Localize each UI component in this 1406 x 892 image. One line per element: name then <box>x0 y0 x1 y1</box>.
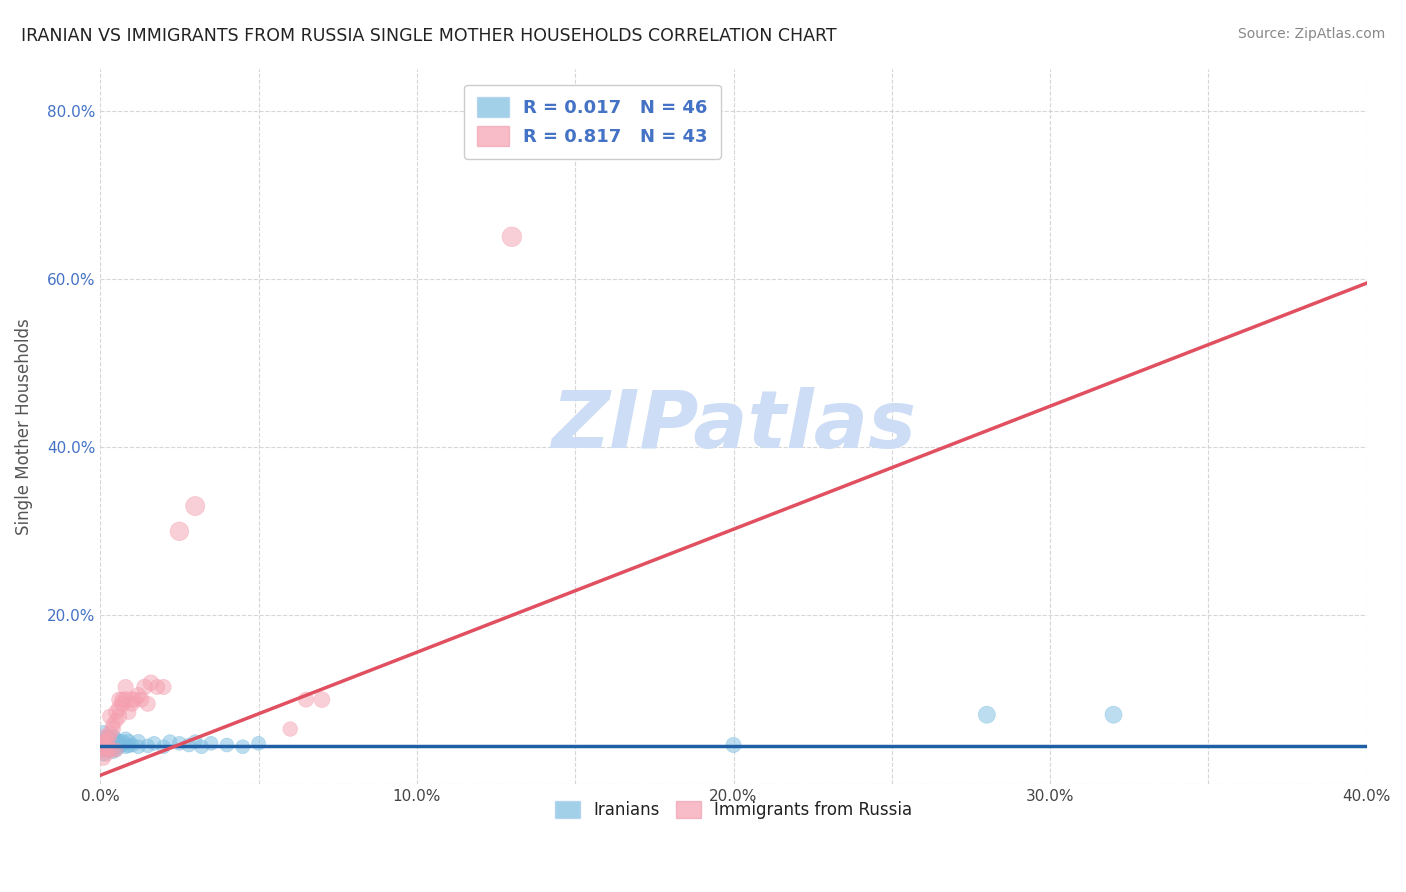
Text: Source: ZipAtlas.com: Source: ZipAtlas.com <box>1237 27 1385 41</box>
Point <box>215 738 238 752</box>
Point <box>114 739 136 754</box>
Point <box>101 718 124 732</box>
Point <box>96 741 118 756</box>
Point <box>96 734 118 748</box>
Point <box>96 741 118 756</box>
Point <box>93 743 115 757</box>
Point <box>111 697 134 711</box>
Point <box>96 736 118 750</box>
Text: IRANIAN VS IMMIGRANTS FROM RUSSIA SINGLE MOTHER HOUSEHOLDS CORRELATION CHART: IRANIAN VS IMMIGRANTS FROM RUSSIA SINGLE… <box>21 27 837 45</box>
Point <box>98 731 121 745</box>
Point <box>190 739 212 754</box>
Point <box>93 726 115 740</box>
Point <box>105 733 128 747</box>
Point <box>184 734 207 748</box>
Point <box>98 734 121 748</box>
Point <box>105 705 128 719</box>
Point <box>134 680 156 694</box>
Point <box>101 734 124 748</box>
Point <box>118 734 141 748</box>
Point <box>152 739 174 754</box>
Point <box>96 736 118 750</box>
Point <box>311 692 333 706</box>
Point <box>101 730 124 744</box>
Point <box>127 739 149 754</box>
Point <box>295 692 318 706</box>
Point <box>98 738 121 752</box>
Point <box>93 747 115 762</box>
Point <box>247 736 270 750</box>
Point <box>93 734 115 748</box>
Point <box>124 692 146 706</box>
Point <box>139 675 162 690</box>
Point <box>121 692 143 706</box>
Point <box>93 731 115 745</box>
Point <box>108 692 131 706</box>
Point <box>108 709 131 723</box>
Point <box>111 692 134 706</box>
Point <box>232 739 254 754</box>
Point <box>111 738 134 752</box>
Point <box>105 742 128 756</box>
Point <box>127 734 149 748</box>
Point <box>98 726 121 740</box>
Point <box>96 731 118 745</box>
Point <box>101 740 124 755</box>
Point <box>98 709 121 723</box>
Point <box>98 743 121 757</box>
Point <box>96 747 118 762</box>
Point <box>105 714 128 728</box>
Point <box>108 734 131 748</box>
Point <box>169 736 191 750</box>
Point <box>121 738 143 752</box>
Point <box>169 524 191 539</box>
Y-axis label: Single Mother Households: Single Mother Households <box>15 318 32 534</box>
Text: ZIPatlas: ZIPatlas <box>551 387 917 465</box>
Point <box>121 697 143 711</box>
Point <box>114 680 136 694</box>
Point <box>101 743 124 757</box>
Point <box>177 738 200 752</box>
Point <box>136 739 159 753</box>
Point <box>278 722 301 736</box>
Point <box>98 743 121 757</box>
Point <box>1102 707 1125 722</box>
Point <box>111 734 134 748</box>
Point <box>98 731 121 745</box>
Point <box>93 739 115 753</box>
Point <box>101 722 124 736</box>
Point <box>143 736 166 750</box>
Point <box>93 743 115 757</box>
Point <box>501 229 523 244</box>
Point <box>108 739 131 754</box>
Point <box>184 499 207 513</box>
Point <box>200 736 222 750</box>
Point <box>101 745 124 759</box>
Point <box>96 733 118 747</box>
Point <box>93 739 115 753</box>
Point <box>976 707 998 722</box>
Point <box>114 692 136 706</box>
Point <box>108 701 131 715</box>
Point <box>105 743 128 757</box>
Point <box>159 734 181 748</box>
Point <box>136 697 159 711</box>
Point <box>131 692 153 706</box>
Point <box>105 739 128 753</box>
Legend: Iranians, Immigrants from Russia: Iranians, Immigrants from Russia <box>548 794 920 825</box>
Point <box>118 739 141 753</box>
Point <box>146 680 169 694</box>
Point <box>93 734 115 748</box>
Point <box>114 732 136 747</box>
Point <box>723 738 745 752</box>
Point <box>93 751 115 765</box>
Point <box>118 705 141 719</box>
Point <box>127 689 149 703</box>
Point <box>152 680 174 694</box>
